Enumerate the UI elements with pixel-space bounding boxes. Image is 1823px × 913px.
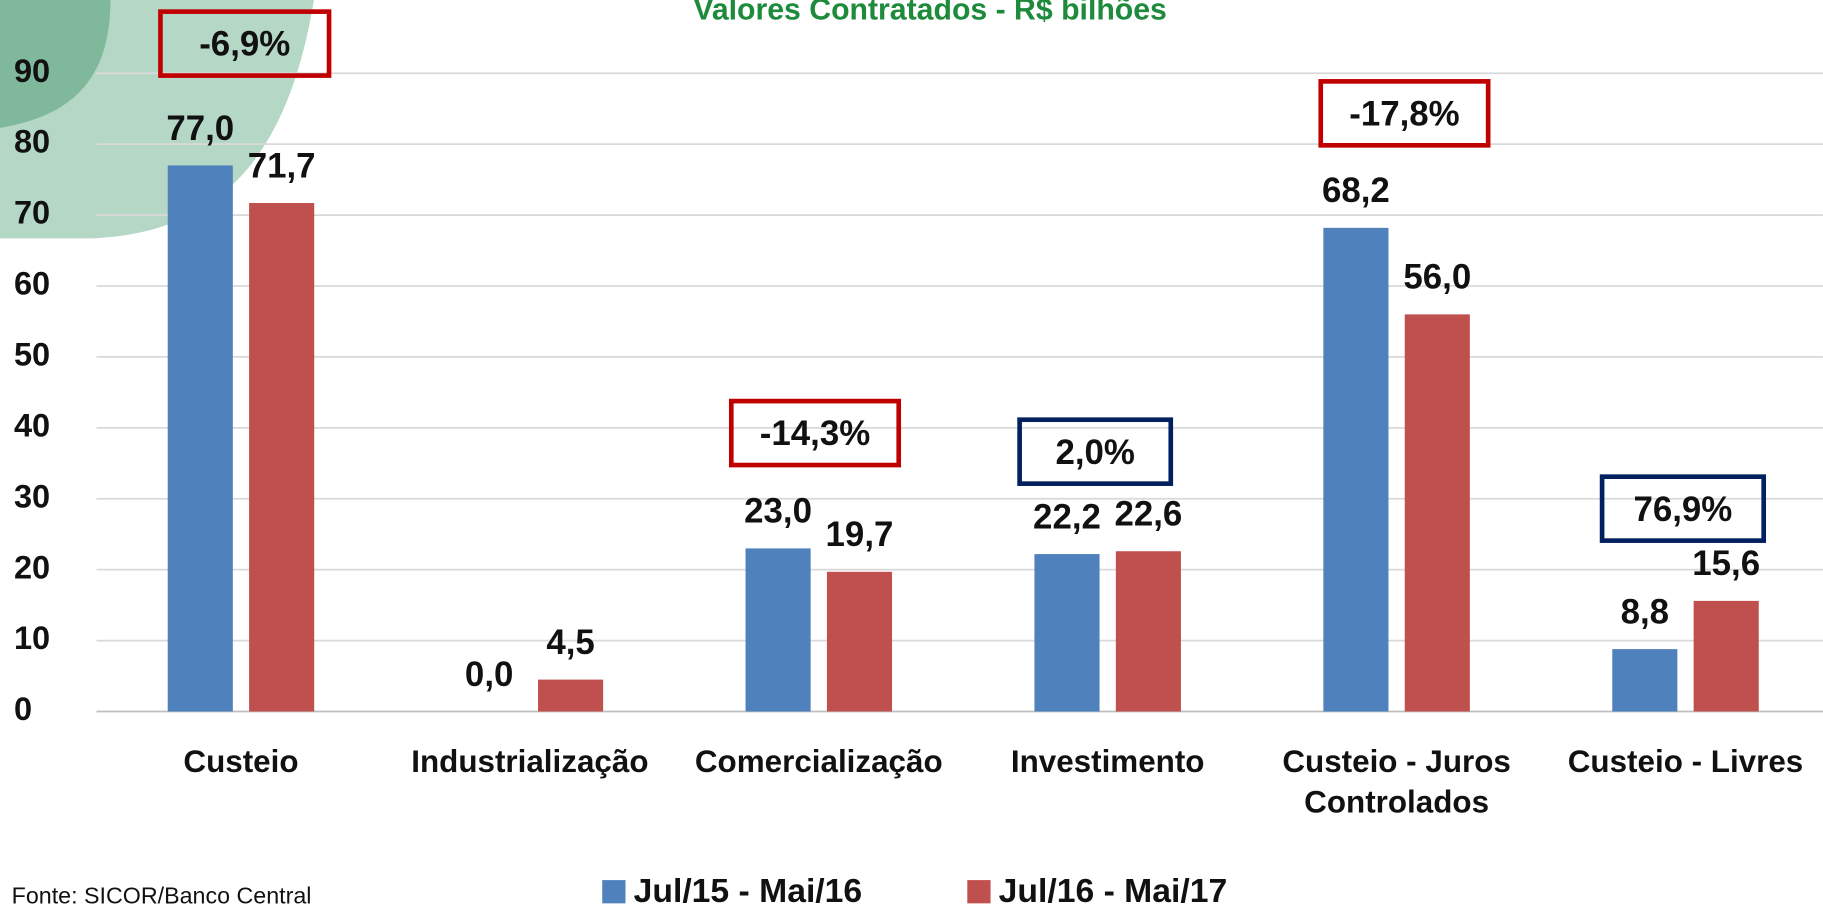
x-tick-label: Industrialização [379,742,681,783]
value-label: 8,8 [1621,592,1669,631]
x-tick-label-box: Custeio - Livres [1534,742,1823,858]
y-tick-label: 70 [14,195,50,231]
bar [538,680,603,712]
bar [168,165,233,711]
bar [1034,554,1099,711]
bar [1405,314,1470,711]
page: Valores Contratados - R$ bilhões Fonte: … [0,0,1823,913]
y-tick-label: 90 [14,53,50,89]
value-label: 56,0 [1403,258,1471,297]
chart-title: Valores Contratados - R$ bilhões [693,0,1167,27]
x-tick-label: Investimento [957,742,1259,783]
bar [1323,228,1388,712]
value-label: 22,2 [1033,497,1101,536]
y-tick-label: 40 [14,407,50,443]
y-tick-label: 0 [14,691,32,727]
value-label: 77,0 [166,109,234,148]
value-label: 19,7 [826,515,894,554]
source: Fonte: SICOR/Banco Central [12,883,312,908]
value-label: 4,5 [546,623,594,662]
bar [1612,649,1677,711]
y-tick-label: 10 [14,620,50,656]
y-tick-label: 80 [14,124,50,160]
change-label: -14,3% [760,414,870,453]
legend-label: Jul/16 - Mai/17 [999,872,1228,908]
x-tick-label-box: Custeio [90,742,392,858]
bar [249,203,314,711]
y-tick-label: 20 [14,549,50,585]
x-tick-label-box: Comercialização [668,742,970,858]
chart: Valores Contratados - R$ bilhões Fonte: … [0,0,1823,908]
value-label: 23,0 [744,492,812,531]
change-label: -17,8% [1349,94,1459,133]
change-label: -6,9% [199,25,290,64]
x-tick-label: Custeio [90,742,392,783]
bar [746,548,811,711]
x-tick-label: Custeio - Juros Controlados [1245,742,1547,824]
bar [827,572,892,712]
x-tick-label-box: Industrialização [379,742,681,858]
legend-swatch [602,880,625,903]
change-label: 76,9% [1633,490,1732,529]
legend-label: Jul/15 - Mai/16 [634,872,863,908]
x-tick-label-box: Investimento [957,742,1259,858]
x-tick-label: Comercialização [668,742,970,783]
y-tick-label: 50 [14,337,50,373]
change-label: 2,0% [1055,433,1134,472]
x-tick-label: Custeio - Livres [1534,742,1823,783]
value-label: 68,2 [1322,171,1390,210]
legend-swatch [967,880,990,903]
value-label: 0,0 [465,655,513,694]
bar [1116,551,1181,711]
y-tick-label: 30 [14,478,50,514]
value-label: 22,6 [1114,495,1182,534]
bar [1694,601,1759,712]
value-label: 71,7 [248,146,316,185]
value-label: 15,6 [1692,544,1760,583]
x-tick-label-box: Custeio - Juros Controlados [1245,742,1547,858]
y-tick-label: 60 [14,266,50,302]
